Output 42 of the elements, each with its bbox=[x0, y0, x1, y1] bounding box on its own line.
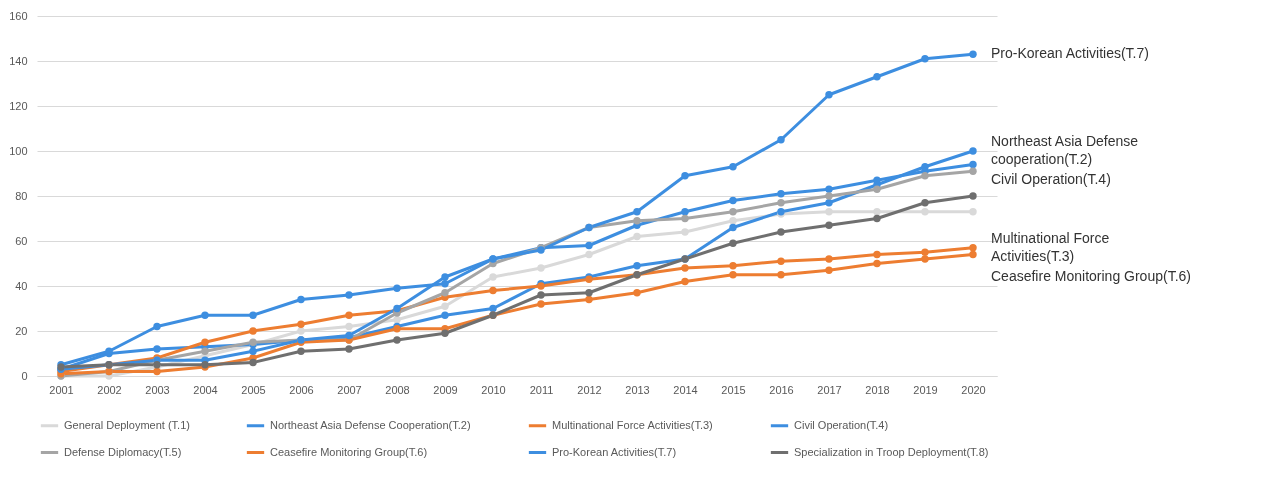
x-tick-label: 2003 bbox=[145, 383, 170, 396]
legend-label: General Deployment (T.1) bbox=[64, 418, 190, 431]
y-tick-label: 20 bbox=[15, 324, 28, 337]
x-tick-label: 2002 bbox=[97, 383, 122, 396]
annotation: Ceasefire Monitoring Group(T.6) bbox=[991, 268, 1191, 284]
x-tick-label: 2009 bbox=[433, 383, 458, 396]
x-tick-label: 2016 bbox=[769, 383, 794, 396]
x-tick-label: 2015 bbox=[721, 383, 746, 396]
y-tick-label: 140 bbox=[9, 54, 28, 67]
x-tick-label: 2008 bbox=[385, 383, 410, 396]
annotation: Pro-Korean Activities(T.7) bbox=[991, 45, 1149, 62]
x-tick-label: 2004 bbox=[193, 383, 218, 396]
y-tick-label: 0 bbox=[21, 369, 28, 382]
x-tick-label: 2018 bbox=[865, 383, 890, 396]
x-tick-label: 2013 bbox=[625, 383, 650, 396]
annotation: Multinational Force Activities(T.3) bbox=[991, 229, 1110, 264]
x-tick-label: 2010 bbox=[481, 383, 506, 396]
x-tick-label: 2017 bbox=[817, 383, 842, 396]
legend-label: Defense Diplomacy(T.5) bbox=[64, 445, 182, 458]
y-tick-label: 60 bbox=[15, 234, 28, 247]
legend-label: Specialization in Troop Deployment(T.8) bbox=[794, 445, 989, 458]
y-tick-label: 120 bbox=[9, 99, 28, 112]
legend-label: Multinational Force Activities(T.3) bbox=[552, 418, 713, 431]
y-tick-label: 40 bbox=[15, 279, 28, 292]
y-tick-label: 100 bbox=[9, 144, 28, 157]
x-tick-label: 2019 bbox=[913, 383, 938, 396]
x-tick-label: 2012 bbox=[577, 383, 602, 396]
legend-label: Ceasefire Monitoring Group(T.6) bbox=[270, 445, 428, 458]
x-tick-label: 2011 bbox=[529, 383, 554, 396]
y-tick-label: 80 bbox=[15, 189, 28, 202]
x-tick-label: 2005 bbox=[241, 383, 266, 396]
legend-label: Northeast Asia Defense Cooperation(T.2) bbox=[270, 418, 471, 431]
annotation: Civil Operation(T.4) bbox=[991, 171, 1111, 188]
x-tick-label: 2001 bbox=[49, 383, 74, 396]
annotation: Northeast Asia Defense cooperation(T.2) bbox=[991, 133, 1139, 167]
legend-label: Civil Operation(T.4) bbox=[794, 418, 889, 431]
legend-label: Pro-Korean Activities(T.7) bbox=[552, 445, 677, 458]
x-tick-label: 2014 bbox=[673, 383, 698, 396]
x-tick-label: 2006 bbox=[289, 383, 314, 396]
x-tick-label: 2020 bbox=[961, 383, 986, 396]
x-tick-label: 2007 bbox=[337, 383, 362, 396]
y-tick-label: 160 bbox=[9, 9, 28, 22]
